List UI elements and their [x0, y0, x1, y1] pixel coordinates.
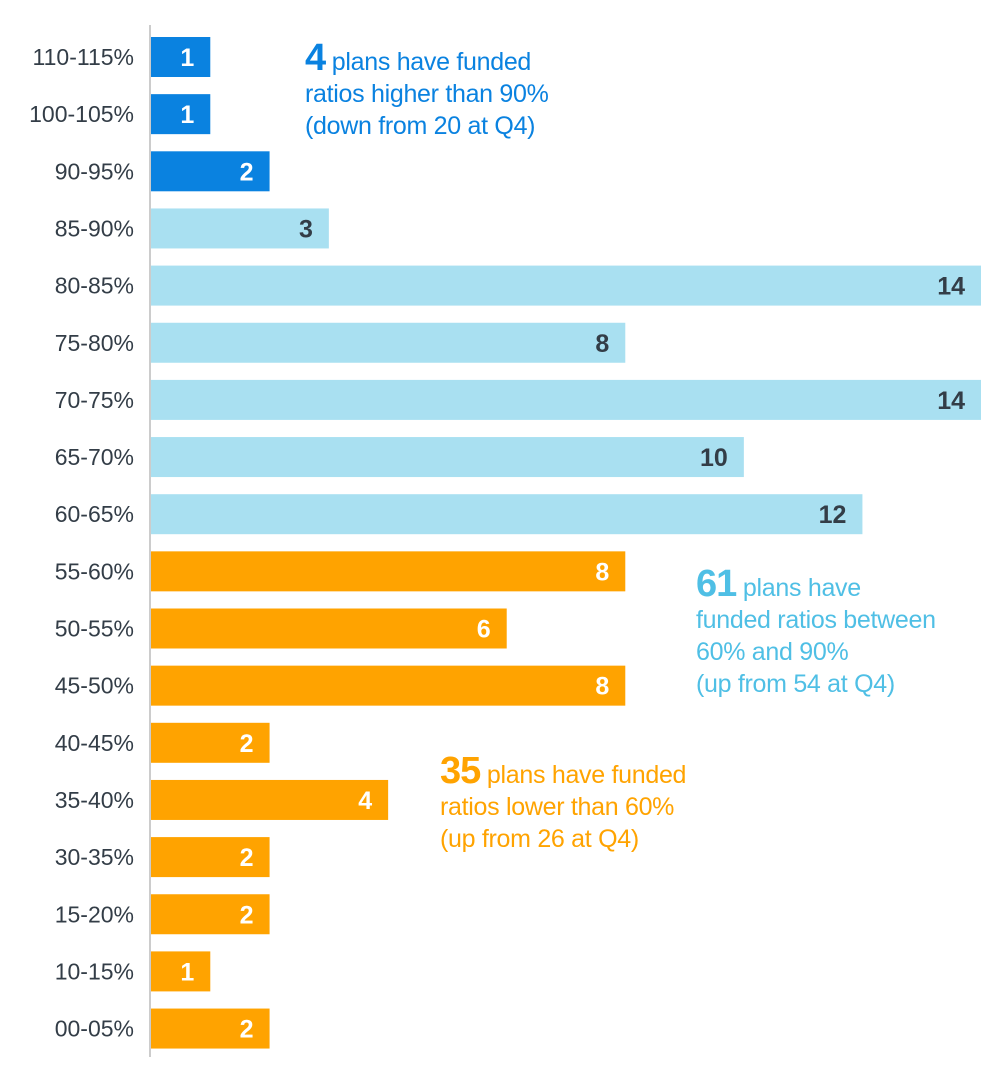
bar-low	[151, 837, 270, 878]
data-label: 3	[299, 215, 313, 243]
annotation-mid-line1: plans have	[736, 574, 861, 602]
data-label: 14	[937, 387, 965, 415]
y-tick-label: 80-85%	[55, 273, 134, 299]
y-tick-label: 10-15%	[55, 958, 134, 984]
annotation-mid: 61 plans have funded ratios between 60% …	[696, 565, 936, 700]
data-label: 2	[240, 730, 254, 758]
bar-mid	[151, 379, 981, 420]
bar-low	[151, 894, 270, 935]
annotation-low: 35 plans have funded ratios lower than 6…	[440, 752, 687, 855]
data-label: 2	[240, 901, 254, 929]
annotation-mid-number: 61	[696, 563, 737, 605]
y-tick-label: 110-115%	[33, 44, 134, 70]
data-label: 12	[819, 501, 847, 529]
bar-high	[151, 151, 270, 192]
annotation-high-line2: ratios higher than 90%	[305, 80, 549, 108]
data-label: 2	[240, 158, 254, 186]
bar-low	[151, 1008, 270, 1049]
bar-low	[151, 665, 626, 706]
bar-low	[151, 779, 389, 820]
annotation-high: 4 plans have funded ratios higher than 9…	[305, 39, 549, 142]
y-tick-label: 30-35%	[55, 844, 134, 870]
y-tick-label: 75-80%	[55, 330, 134, 356]
annotation-low-line2: ratios lower than 60%	[440, 793, 675, 821]
y-tick-label: 55-60%	[55, 558, 134, 584]
data-label: 2	[240, 844, 254, 872]
annotation-high-line1: plans have funded	[325, 48, 532, 76]
data-label: 8	[595, 330, 609, 358]
annotation-mid-line4: (up from 54 at Q4)	[696, 670, 895, 698]
y-tick-label: 45-50%	[55, 673, 134, 699]
data-label: 1	[180, 101, 194, 129]
annotation-low-line3: (up from 26 at Q4)	[440, 825, 639, 853]
bar-low	[151, 551, 626, 592]
bar-mid	[151, 208, 329, 249]
annotation-low-line1: plans have funded	[480, 761, 687, 789]
bar-high	[151, 94, 211, 135]
data-label: 4	[358, 787, 372, 815]
data-label: 8	[595, 673, 609, 701]
annotation-low-number: 35	[440, 750, 481, 792]
bar-low	[151, 722, 270, 763]
annotation-mid-line3: 60% and 90%	[696, 638, 849, 666]
bar-mid	[151, 437, 744, 478]
data-label: 8	[595, 558, 609, 586]
annotation-high-number: 4	[305, 37, 326, 79]
y-tick-label: 35-40%	[55, 787, 134, 813]
y-tick-label: 100-105%	[29, 101, 134, 127]
annotation-high-line3: (down from 20 at Q4)	[305, 112, 536, 140]
data-label: 10	[700, 444, 728, 472]
y-tick-label: 50-55%	[55, 616, 134, 642]
y-tick-label: 15-20%	[55, 901, 134, 927]
annotation-mid-line2: funded ratios between	[696, 606, 936, 634]
bar-low	[151, 951, 211, 992]
y-tick-label: 85-90%	[55, 215, 134, 241]
y-tick-label: 40-45%	[55, 730, 134, 756]
y-tick-label: 00-05%	[55, 1016, 134, 1042]
y-tick-label: 90-95%	[55, 158, 134, 184]
data-label: 6	[477, 616, 491, 644]
bar-mid	[151, 494, 863, 535]
y-tick-label: 70-75%	[55, 387, 134, 413]
data-label: 1	[180, 44, 194, 72]
y-tick-label: 60-65%	[55, 501, 134, 527]
bar-mid	[151, 265, 981, 306]
bar-low	[151, 608, 507, 649]
bar-mid	[151, 322, 626, 363]
data-label: 1	[180, 958, 194, 986]
bar-high	[151, 37, 211, 77]
data-label: 2	[240, 1016, 254, 1044]
y-tick-label: 65-70%	[55, 444, 134, 470]
data-label: 14	[937, 273, 965, 301]
